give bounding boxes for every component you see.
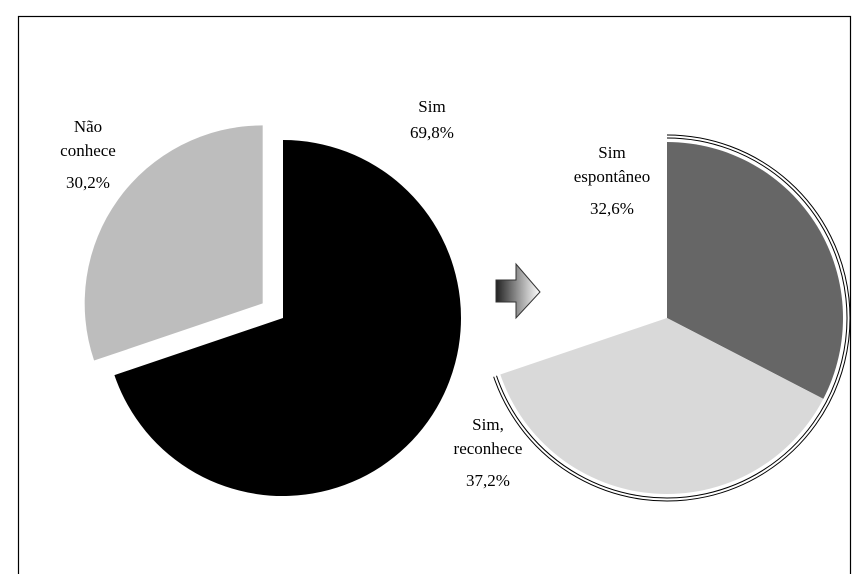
pie-slice xyxy=(500,318,824,494)
label-line: Não xyxy=(74,117,102,136)
pie-slice xyxy=(114,140,461,496)
slice-label: Sim xyxy=(418,97,445,116)
value-label: 37,2% xyxy=(466,471,510,490)
pie-slice xyxy=(84,125,263,361)
value-label: 30,2% xyxy=(66,173,110,192)
pie-slice xyxy=(667,142,843,399)
label-line: Sim xyxy=(598,143,625,162)
value-label: 32,6% xyxy=(590,199,634,218)
arrow xyxy=(495,262,541,320)
label-line: reconhece xyxy=(454,439,523,458)
label-line: espontâneo xyxy=(574,167,650,186)
slice-label: Não conhece xyxy=(60,117,116,160)
frame xyxy=(17,15,852,574)
label-line: Sim, xyxy=(472,415,504,434)
slice-label: Sim, reconhece xyxy=(454,415,523,458)
pie-outline xyxy=(493,134,851,502)
label-line: conhece xyxy=(60,141,116,160)
slice-label: Sim espontâneo xyxy=(574,143,650,186)
value-label: 69,8% xyxy=(410,123,454,142)
pie-outline xyxy=(496,137,848,499)
